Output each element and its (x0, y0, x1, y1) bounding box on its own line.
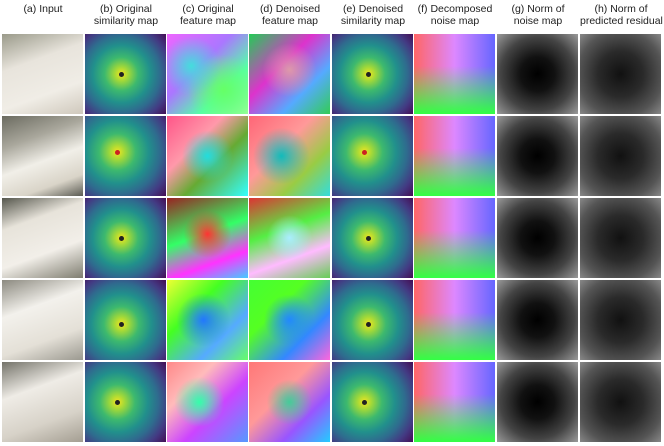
image-cell (2, 280, 83, 360)
image-cell (167, 34, 248, 114)
query-point (362, 400, 368, 405)
query-point (115, 400, 121, 405)
image-cell (580, 362, 661, 442)
header-line: (f) Decomposed (417, 3, 493, 15)
image-cell (167, 116, 248, 196)
image-cell (332, 362, 413, 442)
query-point (362, 150, 368, 155)
column-header: (e) Denoised similarity map (332, 3, 414, 27)
column-header: (b) Original similarity map (85, 3, 167, 27)
image-cell (85, 362, 166, 442)
image-cell (497, 116, 578, 196)
image-cell (497, 362, 578, 442)
image-cell (414, 34, 495, 114)
image-cell (497, 280, 578, 360)
image-cell (249, 280, 330, 360)
query-point (366, 236, 372, 241)
image-cell (580, 34, 661, 114)
image-cell (580, 198, 661, 278)
image-cell (167, 280, 248, 360)
header-line: (e) Denoised (342, 3, 404, 15)
header-line: feature map (261, 15, 319, 27)
image-cell (497, 34, 578, 114)
image-cell (249, 362, 330, 442)
image-cell (414, 362, 495, 442)
image-cell (332, 280, 413, 360)
header-line: similarity map (340, 15, 406, 27)
query-point (119, 72, 125, 77)
header-line: (h) Norm of (594, 3, 648, 15)
image-cell (85, 198, 166, 278)
image-cell (497, 198, 578, 278)
query-point (115, 150, 121, 155)
image-cell (2, 116, 83, 196)
image-cell (85, 280, 166, 360)
header-line: (d) Denoised (259, 3, 321, 15)
header-line: noise map (513, 15, 563, 27)
image-cell (414, 116, 495, 196)
image-cell (332, 34, 413, 114)
header-line: (b) Original (100, 3, 152, 15)
image-cell (414, 198, 495, 278)
image-cell (249, 34, 330, 114)
header-line: (c) Original (182, 3, 234, 15)
image-cell (249, 116, 330, 196)
image-cell (332, 198, 413, 278)
query-point (366, 322, 372, 327)
header-line: (a) Input (23, 3, 63, 15)
header-line: similarity map (93, 15, 159, 27)
header-line: noise map (430, 15, 480, 27)
image-cell (332, 116, 413, 196)
header-line: feature map (179, 15, 237, 27)
column-header: (c) Original feature map (167, 3, 249, 27)
image-cell (580, 116, 661, 196)
image-cell (167, 362, 248, 442)
image-cell (580, 280, 661, 360)
column-header: (d) Denoised feature map (249, 3, 331, 27)
image-cell (167, 198, 248, 278)
column-header: (g) Norm of noise map (497, 3, 579, 27)
query-point (119, 236, 125, 241)
query-point (119, 322, 125, 327)
header-line: (g) Norm of (511, 3, 565, 15)
header-line: predicted residual (580, 15, 663, 27)
image-cell (2, 362, 83, 442)
column-header: (f) Decomposed noise map (414, 3, 496, 27)
image-cell (2, 198, 83, 278)
image-cell (85, 116, 166, 196)
image-cell (2, 34, 83, 114)
image-cell (414, 280, 495, 360)
column-header: (a) Input (2, 3, 84, 15)
image-cell (249, 198, 330, 278)
query-point (366, 72, 372, 77)
image-cell (85, 34, 166, 114)
column-header: (h) Norm of predicted residual (580, 3, 663, 27)
